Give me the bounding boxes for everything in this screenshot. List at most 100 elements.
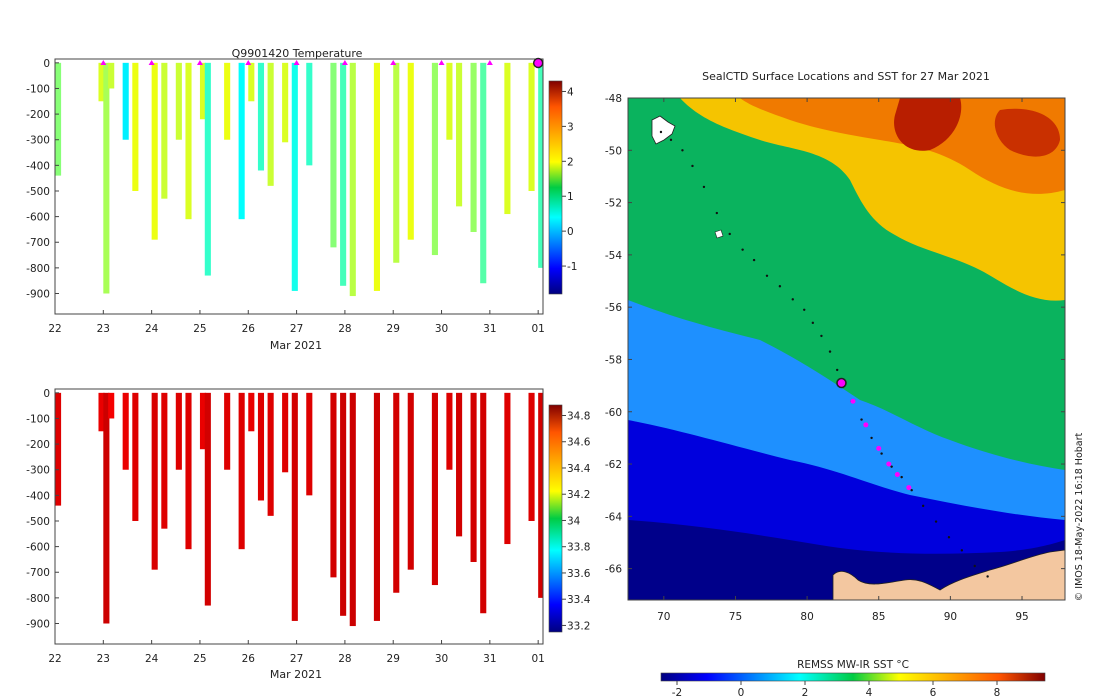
profile-column — [373, 392, 380, 621]
map-y-tick-label: -66 — [605, 564, 622, 576]
profile-column — [98, 62, 105, 102]
profile-column — [407, 62, 414, 240]
profile-column — [122, 392, 129, 470]
map-y-tick-label: -48 — [605, 93, 622, 105]
x-tick-label: 29 — [387, 653, 400, 665]
profile-column — [528, 392, 535, 521]
x-tick-label: 30 — [435, 323, 448, 335]
track-point — [820, 334, 823, 338]
profile-column — [538, 392, 543, 598]
profile-column — [330, 392, 337, 578]
profile-column — [248, 62, 255, 102]
track-point — [960, 549, 964, 552]
profile-column — [282, 62, 289, 143]
track-point — [803, 308, 806, 311]
profile-column — [480, 62, 487, 284]
profile-column — [108, 392, 115, 419]
profile-column — [204, 62, 211, 276]
profile-column — [108, 62, 115, 89]
y-tick-label: -600 — [26, 212, 50, 224]
profile-marker — [341, 60, 348, 65]
antarctic-coastline — [832, 549, 1065, 600]
y-tick-label: -100 — [26, 83, 50, 95]
profile-column — [55, 392, 62, 506]
profile-column — [204, 392, 211, 606]
track-point — [791, 298, 794, 301]
x-tick-label: 30 — [435, 653, 448, 665]
x-tick-label: 28 — [338, 653, 351, 665]
profile-column — [504, 392, 511, 545]
y-tick-label: 0 — [43, 58, 50, 70]
profile-marker — [390, 60, 397, 65]
track-point — [900, 475, 903, 479]
profile-column — [175, 62, 182, 140]
seal-profile-markers — [836, 377, 912, 491]
profile-marker — [148, 60, 155, 65]
salinity-profiles — [55, 392, 543, 627]
colorbar-tick-label: 33.6 — [567, 568, 591, 580]
salinity-axes-frame — [54, 388, 544, 645]
profile-column — [373, 62, 380, 291]
x-tick-label: 29 — [387, 323, 400, 335]
temperature-title: Q9901420 Temperature — [232, 47, 363, 60]
map-profile-marker — [894, 472, 900, 477]
colorbar-tick-label: 34.6 — [567, 437, 591, 449]
x-tick-label: 31 — [483, 653, 496, 665]
map-x-ticks: 70 75 80 85 90 95 — [657, 98, 1029, 623]
map-y-tick-label: -62 — [605, 459, 622, 471]
profile-column — [103, 392, 110, 624]
y-tick-label: -200 — [26, 439, 50, 451]
y-tick-label: -400 — [26, 490, 50, 502]
map-colorbar-tick-label: 8 — [994, 687, 1001, 699]
map-x-tick-label: 95 — [1015, 611, 1028, 623]
profile-marker — [438, 60, 445, 65]
profile-column — [103, 62, 110, 294]
salinity-xlabel: Mar 2021 — [270, 668, 322, 681]
map-x-tick-label: 80 — [800, 611, 813, 623]
profile-marker — [100, 60, 107, 65]
profile-column — [122, 62, 129, 140]
track-point — [835, 368, 839, 372]
temperature-panel: Q9901420 Temperature 0 -100 -200 -300 -400 -5… — [26, 47, 577, 352]
profile-column — [349, 62, 356, 297]
track-point — [715, 211, 719, 215]
x-tick-label: 23 — [97, 653, 110, 665]
sst-hottest-core — [894, 98, 962, 151]
track-point — [870, 436, 873, 440]
y-tick-label: -200 — [26, 109, 50, 121]
watermark: © IMOS 18-May-2022 16:18 Hobart — [1074, 432, 1085, 601]
temperature-profiles — [55, 62, 543, 297]
heard-island — [714, 229, 724, 239]
profile-column — [446, 62, 453, 140]
temperature-colorbar — [548, 80, 563, 295]
profile-column — [55, 62, 62, 176]
y-tick-label: -500 — [26, 186, 50, 198]
map-x-tick-label: 85 — [872, 611, 885, 623]
track-point — [728, 232, 731, 236]
track-point — [778, 285, 782, 288]
map-profile-marker — [863, 422, 869, 428]
profile-column — [456, 62, 463, 207]
profile-marker — [196, 60, 203, 65]
x-tick-label: 22 — [48, 653, 61, 665]
profile-column — [175, 392, 182, 470]
temperature-x-ticks: 22 23 24 25 26 27 28 29 30 31 01 — [48, 310, 545, 335]
track-point — [947, 536, 951, 539]
y-tick-label: 0 — [43, 388, 50, 400]
profile-column — [199, 62, 207, 120]
x-tick-label: 26 — [242, 653, 256, 665]
profile-column — [282, 392, 289, 473]
track-point — [828, 350, 832, 353]
y-tick-label: -500 — [26, 516, 50, 528]
profile-column — [161, 392, 168, 529]
track-point — [765, 274, 769, 277]
profile-column — [470, 62, 477, 232]
map-x-tick-label: 70 — [657, 611, 670, 623]
seal-track — [659, 130, 989, 578]
y-tick-label: -800 — [26, 593, 50, 605]
track-point — [659, 130, 663, 134]
profile-marker — [486, 60, 493, 65]
map-profile-marker — [876, 445, 882, 451]
profile-column — [393, 62, 400, 263]
kerguelen-island — [651, 115, 676, 145]
